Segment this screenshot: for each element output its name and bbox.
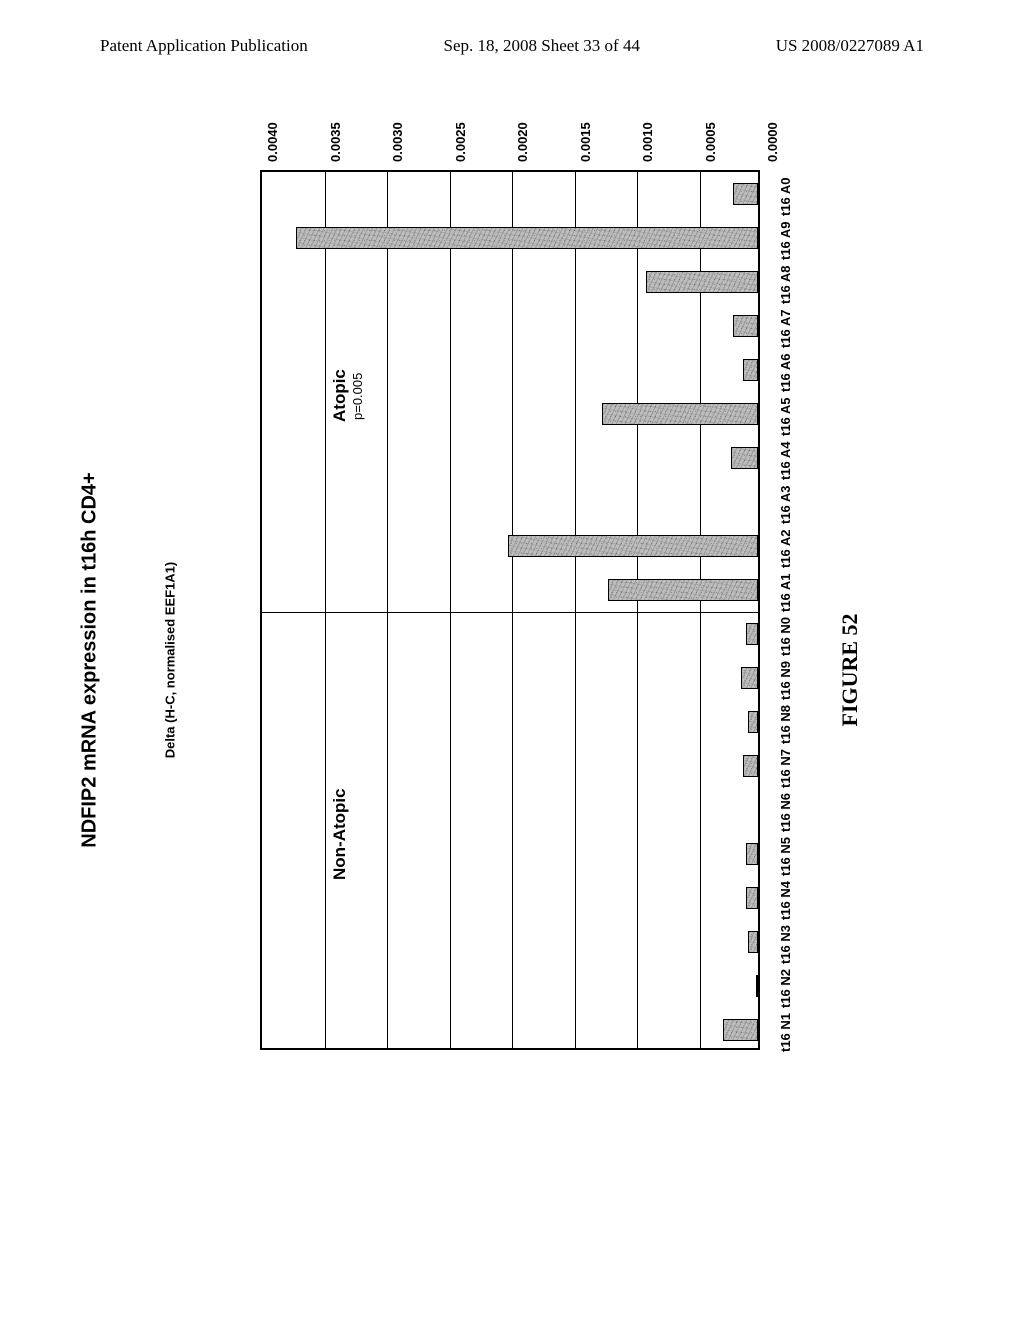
bar: [756, 975, 758, 997]
category-label: t16 A3: [778, 485, 793, 524]
bar: [743, 359, 758, 381]
bar: [731, 447, 759, 469]
gridline: [700, 172, 701, 1048]
category-label: t16 A5: [778, 397, 793, 436]
bar: [508, 535, 758, 557]
group-label-atopic: Atopic: [330, 369, 350, 422]
category-label: t16 N0: [778, 617, 793, 656]
bar: [741, 667, 759, 689]
gridline: [450, 172, 451, 1048]
category-label: t16 A8: [778, 265, 793, 304]
value-tick-label: 0.0030: [390, 122, 405, 162]
gridline: [387, 172, 388, 1048]
bar: [723, 1019, 758, 1041]
category-label: t16 A6: [778, 353, 793, 392]
bar: [746, 843, 759, 865]
category-label: t16 N6: [778, 793, 793, 832]
category-label: t16 A2: [778, 529, 793, 568]
x-axis-label: Delta (H-C, normalised EEF1A1): [163, 562, 178, 759]
header-center: Sep. 18, 2008 Sheet 33 of 44: [444, 36, 640, 56]
value-tick-label: 0.0000: [765, 122, 780, 162]
category-label: t16 N9: [778, 661, 793, 700]
bar: [733, 183, 758, 205]
bar: [733, 315, 758, 337]
bar: [746, 887, 759, 909]
value-tick-label: 0.0025: [453, 122, 468, 162]
category-label: t16 A1: [778, 573, 793, 612]
bar: [646, 271, 759, 293]
category-label: t16 A9: [778, 221, 793, 260]
bar: [748, 711, 758, 733]
page: Patent Application Publication Sep. 18, …: [0, 0, 1024, 1320]
group-separator: [262, 612, 758, 613]
value-tick-label: 0.0015: [578, 122, 593, 162]
bar: [296, 227, 759, 249]
category-label: t16 N3: [778, 925, 793, 964]
group-sublabel-atopic: p=0.005: [350, 373, 365, 420]
header-right: US 2008/0227089 A1: [776, 36, 924, 56]
category-label: t16 N8: [778, 705, 793, 744]
header-left: Patent Application Publication: [100, 36, 308, 56]
value-tick-label: 0.0005: [703, 122, 718, 162]
category-label: t16 A7: [778, 309, 793, 348]
bar: [743, 755, 758, 777]
category-label: t16 N1: [778, 1013, 793, 1052]
chart-plot-area: [260, 170, 760, 1050]
figure-area: NDFIP2 mRNA expression in t16h CD4+ Delt…: [130, 150, 830, 1170]
figure-caption: FIGURE 52: [837, 613, 863, 726]
gridline: [575, 172, 576, 1048]
gridline: [325, 172, 326, 1048]
chart-title: NDFIP2 mRNA expression in t16h CD4+: [79, 472, 102, 847]
gridline: [637, 172, 638, 1048]
category-label: t16 N4: [778, 881, 793, 920]
bar: [602, 403, 758, 425]
value-tick-label: 0.0040: [265, 122, 280, 162]
value-tick-label: 0.0010: [640, 122, 655, 162]
bar: [746, 623, 759, 645]
category-label: t16 A4: [778, 441, 793, 480]
category-label: t16 N5: [778, 837, 793, 876]
bar: [608, 579, 758, 601]
category-label: t16 N7: [778, 749, 793, 788]
page-header: Patent Application Publication Sep. 18, …: [0, 36, 1024, 56]
value-tick-label: 0.0035: [328, 122, 343, 162]
gridline: [512, 172, 513, 1048]
bar: [748, 931, 758, 953]
value-tick-label: 0.0020: [515, 122, 530, 162]
group-label-nonatopic: Non-Atopic: [330, 788, 350, 880]
category-label: t16 A0: [778, 177, 793, 216]
category-label: t16 N2: [778, 969, 793, 1008]
